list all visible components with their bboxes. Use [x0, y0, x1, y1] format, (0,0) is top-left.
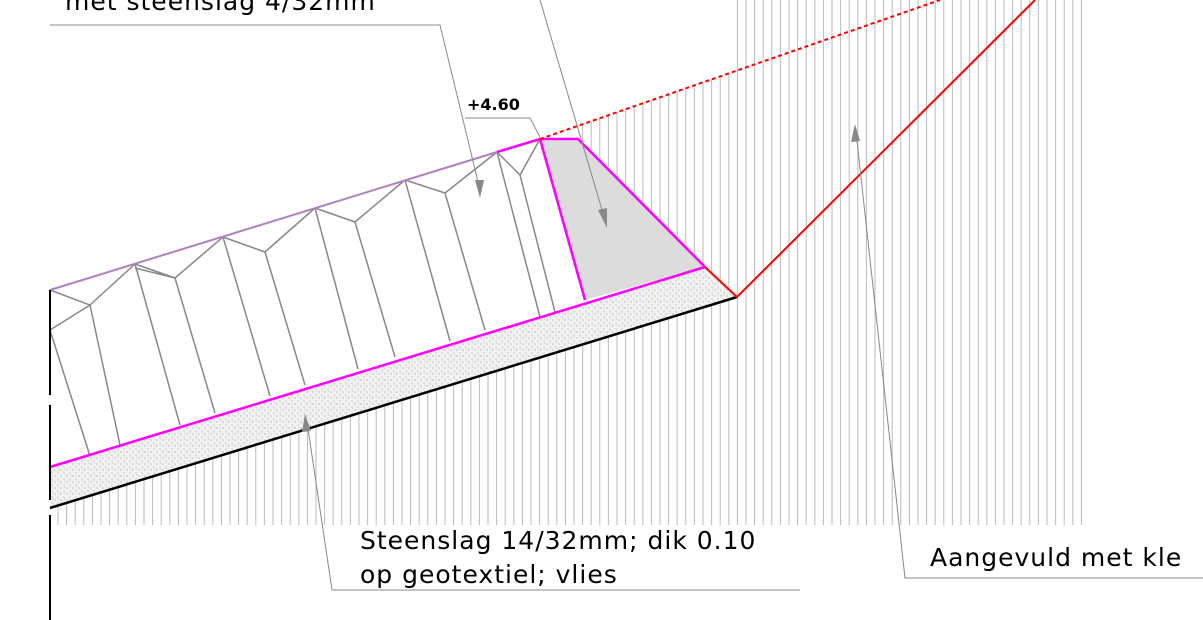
label: met steenslag 4/32mm	[65, 0, 376, 16]
label: op geotextiel; vlies	[360, 560, 618, 589]
red-lines	[539, 0, 1036, 299]
leaders	[50, 0, 1203, 591]
label: Aangevuld met kle	[930, 543, 1182, 572]
label: Steenslag 14/32mm; dik 0.10	[360, 526, 756, 555]
arrows	[302, 124, 860, 432]
gravel-layer	[50, 267, 737, 508]
top-line	[49, 151, 498, 291]
ground-line	[49, 295, 738, 510]
level-label: +4.60	[467, 95, 520, 114]
hatching	[57, 0, 1082, 525]
toe-block	[540, 139, 705, 300]
rock-blocks	[49, 138, 556, 457]
magenta-lines	[49, 137, 706, 469]
